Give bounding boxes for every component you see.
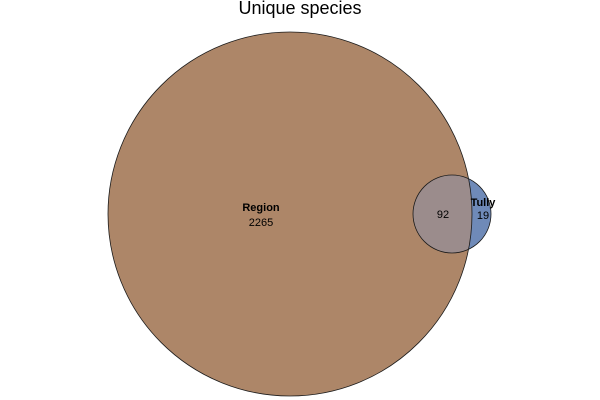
- region-only-count: 2265: [249, 217, 273, 229]
- tully-label: Tully: [471, 197, 497, 209]
- diagram-title: Unique species: [238, 0, 361, 18]
- region-outline: [107, 31, 473, 397]
- tully-only-count: 19: [477, 210, 489, 222]
- region-label: Region: [242, 202, 280, 214]
- intersection-count: 92: [437, 209, 449, 221]
- tully-outline: [412, 174, 492, 254]
- region-circle: [108, 32, 472, 396]
